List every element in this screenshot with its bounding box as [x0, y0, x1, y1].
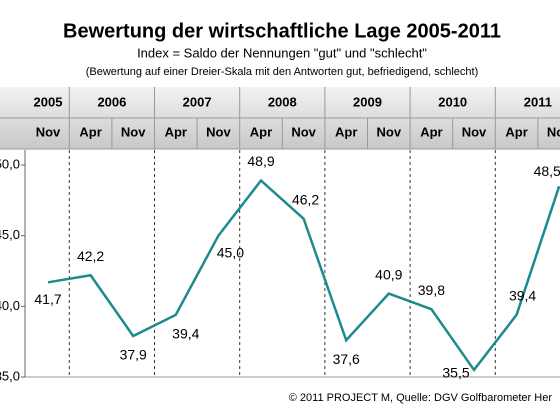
y-tick-label: 45,0: [0, 227, 20, 242]
x-tick-label: Apr: [79, 124, 101, 139]
chart-title: Bewertung der wirtschaftliche Lage 2005-…: [63, 20, 501, 42]
data-label: 39,4: [172, 326, 199, 342]
year-label: 2011: [524, 94, 552, 109]
data-label: 48,9: [247, 153, 274, 169]
chart-note: (Bewertung auf einer Dreier-Skala mit de…: [86, 66, 479, 78]
data-label: 48,5: [534, 163, 560, 179]
data-line: [47, 178, 560, 373]
data-label: 40,9: [375, 266, 402, 282]
source: © 2011 PROJECT M, Quelle: DGV Golfbarome…: [289, 392, 553, 404]
x-tick-label: Nov: [462, 124, 487, 139]
x-tick-label: Apr: [505, 124, 527, 139]
x-tick-label: Nov: [291, 124, 316, 139]
data-label: 37,9: [120, 347, 147, 363]
y-tick-label: 35,0: [0, 368, 20, 383]
y-tick-label: 40,0: [0, 298, 20, 313]
x-tick-label: Nov: [206, 124, 231, 139]
data-label: 39,8: [418, 282, 445, 298]
year-label: 2008: [268, 94, 297, 109]
x-tick-label: Apr: [335, 124, 357, 139]
year-label: 2005: [34, 94, 63, 109]
x-tick-label: Nov: [121, 124, 146, 139]
y-tick-label: 50,0: [0, 156, 20, 171]
year-label: 2006: [97, 94, 126, 109]
data-label: 45,0: [217, 244, 244, 260]
data-label: 41,7: [34, 291, 61, 307]
data-label: 39,4: [509, 288, 536, 304]
x-tick-label: Apr: [250, 124, 272, 139]
year-label: 2009: [353, 94, 382, 109]
year-label: 2010: [438, 94, 467, 109]
x-tick-label: Nov: [36, 124, 61, 139]
x-tick-label: Nov: [547, 124, 560, 139]
data-label: 37,6: [333, 351, 360, 367]
data-label: 46,2: [292, 191, 319, 207]
data-label: 42,2: [77, 248, 104, 264]
chart-subtitle: Index = Saldo der Nennungen "gut" und "s…: [137, 45, 427, 60]
data-label: 35,5: [442, 365, 469, 381]
x-tick-label: Apr: [165, 124, 187, 139]
year-label: 2007: [183, 94, 212, 109]
x-tick-label: Nov: [377, 124, 402, 139]
x-tick-label: Apr: [420, 124, 442, 139]
